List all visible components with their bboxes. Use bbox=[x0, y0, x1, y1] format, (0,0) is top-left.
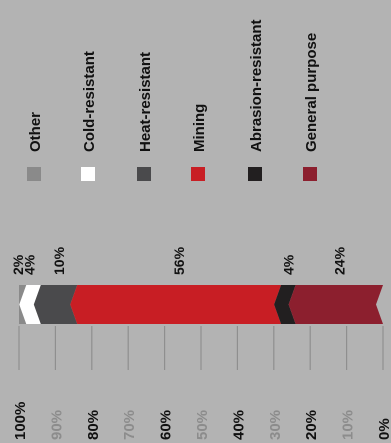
value-label: 4% bbox=[21, 254, 37, 275]
legend-swatch bbox=[27, 167, 41, 181]
value-label: 24% bbox=[331, 246, 347, 275]
bar-segment-heat-resistant bbox=[33, 285, 78, 324]
bar-segment-mining bbox=[70, 285, 282, 324]
bar-segment-cold-resistant bbox=[19, 285, 41, 324]
legend-swatch bbox=[81, 167, 95, 181]
legend-swatch bbox=[191, 167, 205, 181]
gridlines bbox=[18, 326, 384, 370]
legend: Other Cold-resistant Heat-resistant Mining A… bbox=[27, 19, 320, 181]
value-label: 4% bbox=[280, 254, 296, 275]
legend-label: Heat-resistant bbox=[137, 52, 154, 152]
tick-label: 50% bbox=[194, 410, 211, 440]
bar-segment-abrasion-resistant bbox=[274, 285, 296, 324]
bar-segment-other bbox=[19, 285, 27, 324]
tick-label: 100% bbox=[12, 402, 29, 440]
legend-label: Abrasion-resistant bbox=[248, 19, 265, 152]
tick-label: 10% bbox=[340, 410, 357, 440]
tick-label: 30% bbox=[267, 410, 284, 440]
bar-segments bbox=[19, 285, 383, 324]
value-label: 10% bbox=[51, 246, 67, 275]
legend-label: Cold-resistant bbox=[81, 51, 98, 152]
legend-swatch bbox=[248, 167, 262, 181]
bar-segment-general-purpose bbox=[288, 285, 383, 324]
value-labels: 2%4% 10% 56% 4% 24% bbox=[10, 246, 347, 275]
tick-label: 0% bbox=[376, 418, 391, 440]
tick-label: 70% bbox=[121, 410, 138, 440]
tick-label: 90% bbox=[48, 410, 65, 440]
tick-label: 20% bbox=[303, 410, 320, 440]
legend-swatch bbox=[303, 167, 317, 181]
value-label: 56% bbox=[171, 246, 187, 275]
tick-label: 40% bbox=[230, 410, 247, 440]
tick-label: 60% bbox=[158, 410, 175, 440]
legend-label: General purpose bbox=[303, 33, 320, 152]
legend-label: Other bbox=[27, 112, 44, 152]
tick-label: 80% bbox=[85, 410, 102, 440]
tick-labels: 100% 90% 80% 70% 60% 50% 40% 30% 20% 10% 0% bbox=[12, 402, 391, 440]
value-label: 2% bbox=[10, 254, 26, 275]
legend-label: Mining bbox=[191, 104, 208, 152]
legend-swatch bbox=[137, 167, 151, 181]
